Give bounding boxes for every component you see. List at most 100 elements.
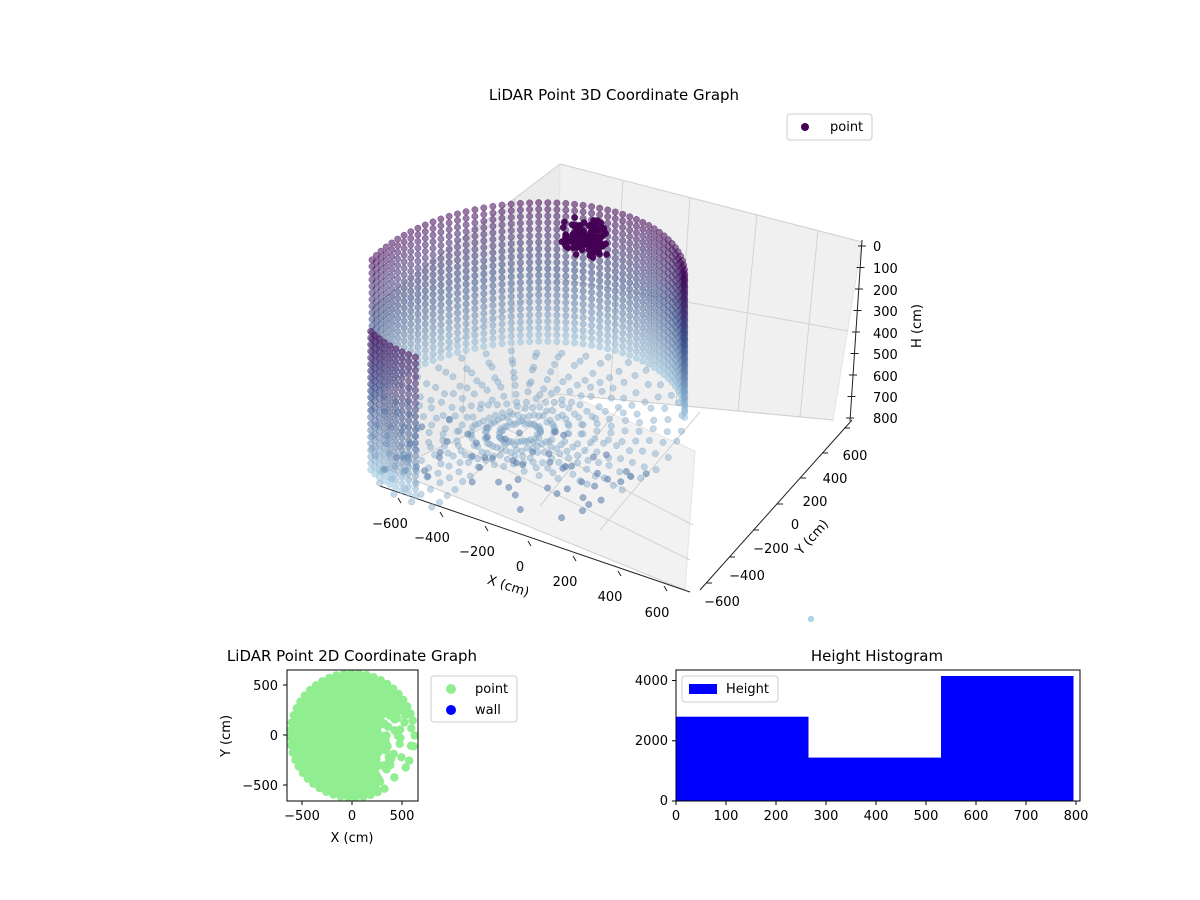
y-axis-label-2d: Y (cm): [219, 715, 234, 758]
x-tick-mark-3d: [397, 497, 402, 504]
data-point-3d: [412, 432, 419, 440]
data-point-3d: [562, 305, 570, 313]
data-point-3d: [435, 364, 443, 372]
data-point-2d: [405, 756, 414, 765]
data-point-3d: [368, 302, 376, 310]
data-point-3d: [498, 300, 506, 308]
data-point-3d: [632, 301, 640, 309]
data-point-3d: [489, 282, 497, 290]
data-point-3d: [405, 351, 413, 359]
data-point-3d: [437, 307, 445, 315]
data-point-3d: [497, 445, 505, 453]
data-point-3d: [626, 332, 634, 340]
data-point-3d: [562, 338, 570, 346]
data-point-3d: [535, 238, 543, 246]
data-point-3d: [632, 334, 640, 342]
data-point-3d: [562, 299, 570, 306]
data-point-3d: [445, 415, 453, 423]
data-point-3d: [639, 218, 647, 226]
x-tick-label: −600: [372, 517, 408, 532]
data-point-3d: [628, 458, 636, 466]
data-point-3d: [454, 223, 461, 231]
data-point-3d: [553, 305, 561, 313]
data-point-2d: [386, 760, 395, 770]
data-point-3d: [398, 348, 406, 356]
data-point-3d: [626, 312, 634, 320]
grid-line-3d: [557, 393, 834, 421]
data-point-3d: [407, 267, 415, 275]
data-point-3d: [421, 333, 429, 341]
data-point-3d: [558, 396, 566, 404]
data-point-3d: [489, 275, 497, 283]
data-point-3d: [619, 409, 627, 417]
data-point-3d: [604, 436, 612, 444]
data-point-3d: [553, 285, 561, 293]
data-point-3d: [552, 445, 560, 453]
x-tick-label: −500: [284, 809, 320, 824]
data-point-3d: [619, 230, 627, 238]
data-point-3d: [498, 340, 506, 348]
data-point-3d: [507, 326, 515, 333]
data-point-3d: [526, 338, 534, 345]
data-point-3d: [412, 485, 419, 493]
data-point-3d: [526, 285, 534, 293]
data-point-3d: [535, 218, 543, 226]
data-point-3d: [392, 378, 400, 386]
data-point-3d: [386, 414, 394, 422]
data-point-3d: [454, 442, 462, 449]
data-point-3d: [619, 250, 627, 258]
data-point-3d: [398, 420, 406, 428]
data-point-3d: [386, 447, 394, 455]
legend-marker-point: [446, 684, 456, 694]
y-tick-label: 500: [253, 679, 278, 694]
data-point-3d: [595, 403, 603, 411]
data-point-3d: [414, 284, 422, 292]
data-point-3d: [607, 429, 615, 437]
data-point-3d: [626, 318, 634, 326]
data-point-3d: [507, 253, 515, 261]
data-point-3d: [489, 334, 497, 342]
data-point-3d: [562, 318, 570, 326]
data-point-3d: [526, 212, 534, 220]
data-point-3d: [535, 271, 543, 279]
data-point-3d: [437, 301, 445, 309]
data-point-3d: [520, 413, 528, 421]
data-point-3d: [429, 244, 437, 252]
data-point-3d: [595, 459, 603, 467]
data-point-3d: [480, 204, 488, 212]
data-point-3d: [639, 271, 647, 279]
data-point-2d: [294, 762, 303, 771]
data-point-3d: [398, 387, 406, 395]
data-point-2d: [369, 673, 378, 682]
x-tick-mark-3d: [572, 555, 577, 562]
data-point-3d: [398, 467, 406, 475]
data-point-3d: [495, 478, 503, 486]
data-point-3d: [480, 283, 488, 291]
data-point-3d: [445, 285, 453, 293]
data-point-3d: [507, 213, 515, 221]
data-point-3d: [471, 232, 479, 240]
data-point-3d: [596, 270, 604, 278]
data-point-3d: [481, 454, 489, 462]
data-point-3d: [405, 410, 413, 418]
data-point-3d: [639, 245, 647, 253]
data-point-3d: [605, 415, 613, 423]
data-point-3d: [392, 345, 400, 353]
legend-hist: Height: [681, 675, 779, 703]
data-point-3d: [547, 368, 555, 376]
data-point-3d: [489, 328, 497, 336]
data-point-3d: [535, 298, 543, 306]
data-point-3d: [412, 479, 419, 486]
legend-label-point: point: [830, 120, 863, 135]
data-point-3d: [400, 291, 408, 299]
data-point-3d: [490, 418, 498, 426]
data-point-3d: [632, 308, 640, 316]
data-point-3d: [412, 386, 419, 394]
data-point-3d: [407, 327, 415, 335]
data-point-3d: [454, 217, 461, 224]
data-point-3d: [598, 242, 606, 250]
data-point-3d: [562, 272, 570, 280]
data-point-3d: [503, 455, 511, 463]
data-point-3d: [626, 252, 634, 260]
data-point-3d: [639, 238, 647, 246]
